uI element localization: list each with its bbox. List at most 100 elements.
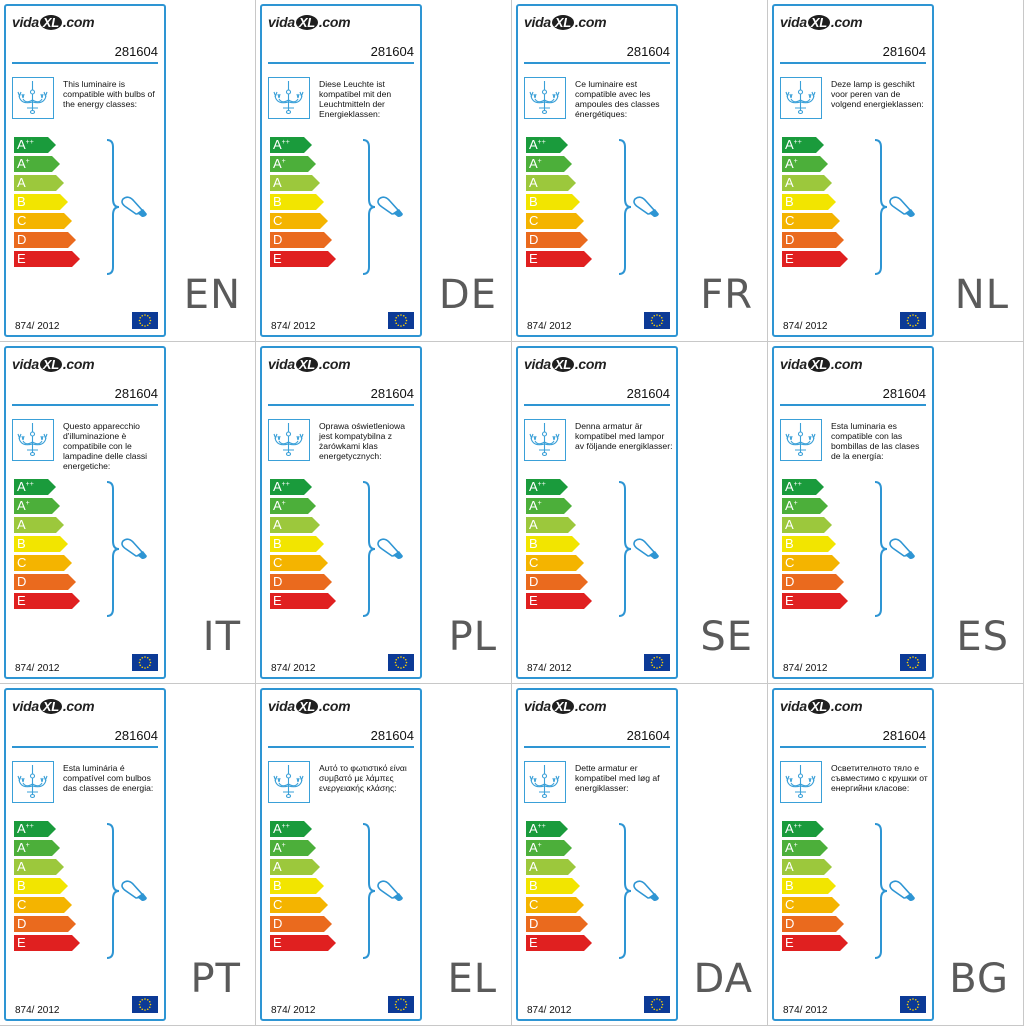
header-divider bbox=[12, 62, 158, 64]
vidaxl-logo: vida XL .com bbox=[12, 698, 95, 714]
energy-class-letter: B bbox=[273, 878, 282, 893]
energy-class-letter: D bbox=[17, 574, 27, 589]
energy-class-letter: A+ bbox=[273, 156, 286, 171]
chandelier-icon bbox=[268, 761, 310, 803]
energy-class-letter: D bbox=[273, 916, 283, 931]
energy-class-letter: A bbox=[785, 517, 794, 532]
regulation-number: 874/ 2012 bbox=[527, 1005, 572, 1016]
compatibility-text: Diese Leuchte ist kompatibel mit den Leu… bbox=[319, 79, 392, 119]
bulb-icon bbox=[376, 538, 406, 569]
class-range-bracket bbox=[874, 823, 888, 964]
bulb-icon bbox=[120, 538, 150, 569]
energy-class-letter: E bbox=[785, 935, 794, 950]
eu-flag-icon bbox=[644, 654, 670, 671]
language-code: IT bbox=[202, 614, 241, 660]
label-cell-de: vida XL .com 281604 Diese Leuchte ist bbox=[256, 0, 512, 342]
label-cell-nl: vida XL .com 281604 Deze lamp is gesch bbox=[768, 0, 1024, 342]
class-range-bracket bbox=[618, 481, 632, 622]
energy-class-letter: A bbox=[17, 859, 26, 874]
product-code: 281604 bbox=[370, 728, 414, 743]
energy-label-card: vida XL .com 281604 Dette armatur er k bbox=[516, 688, 678, 1021]
regulation-number: 874/ 2012 bbox=[783, 321, 828, 332]
product-code: 281604 bbox=[114, 728, 158, 743]
energy-class-letter: A++ bbox=[17, 137, 34, 152]
energy-class-letter: D bbox=[273, 232, 283, 247]
energy-class-letter: C bbox=[273, 555, 283, 570]
energy-class-letter: C bbox=[785, 213, 795, 228]
class-range-bracket bbox=[874, 481, 888, 622]
compatibility-text: Deze lamp is geschikt voor peren van de … bbox=[831, 79, 924, 109]
compatibility-text: Αυτό το φωτιστικό είναι συμβατό με λάμπε… bbox=[319, 763, 407, 793]
class-range-bracket bbox=[106, 823, 120, 964]
eu-flag-icon bbox=[132, 996, 158, 1013]
eu-flag-icon bbox=[900, 654, 926, 671]
energy-class-letter: A++ bbox=[529, 821, 546, 836]
chandelier-icon bbox=[524, 419, 566, 461]
vidaxl-logo: vida XL .com bbox=[524, 356, 607, 372]
vidaxl-logo: vida XL .com bbox=[780, 356, 863, 372]
energy-class-letter: E bbox=[273, 251, 282, 266]
class-range-bracket bbox=[874, 139, 888, 280]
energy-class-letter: A bbox=[273, 175, 282, 190]
energy-class-letter: A++ bbox=[273, 479, 290, 494]
energy-class-letter: A+ bbox=[273, 498, 286, 513]
chandelier-icon bbox=[524, 77, 566, 119]
energy-class-letter: A++ bbox=[273, 821, 290, 836]
bulb-icon bbox=[120, 196, 150, 227]
product-code: 281604 bbox=[882, 44, 926, 59]
energy-class-letter: D bbox=[17, 232, 27, 247]
eu-flag-icon bbox=[132, 312, 158, 329]
energy-label-card: vida XL .com 281604 Ce luminaire est c bbox=[516, 4, 678, 337]
header-divider bbox=[524, 404, 670, 406]
energy-class-letter: B bbox=[529, 536, 538, 551]
vidaxl-logo: vida XL .com bbox=[780, 14, 863, 30]
energy-class-letter: D bbox=[785, 574, 795, 589]
header-divider bbox=[780, 746, 926, 748]
label-cell-pt: vida XL .com 281604 Esta luminária é c bbox=[0, 684, 256, 1026]
energy-class-letter: A+ bbox=[17, 498, 30, 513]
energy-class-letter: A+ bbox=[529, 156, 542, 171]
energy-class-letter: E bbox=[785, 593, 794, 608]
vidaxl-logo: vida XL .com bbox=[524, 14, 607, 30]
regulation-number: 874/ 2012 bbox=[783, 1005, 828, 1016]
energy-label-card: vida XL .com 281604 Denna armatur är k bbox=[516, 346, 678, 679]
compatibility-text: Dette armatur er kompatibel med løg af e… bbox=[575, 763, 660, 793]
label-cell-se: vida XL .com 281604 Denna armatur är k bbox=[512, 342, 768, 684]
regulation-number: 874/ 2012 bbox=[271, 663, 316, 674]
language-code: SE bbox=[700, 614, 753, 660]
eu-flag-icon bbox=[132, 654, 158, 671]
language-code: PT bbox=[190, 956, 241, 1002]
energy-class-letter: A+ bbox=[17, 840, 30, 855]
label-cell-pl: vida XL .com 281604 Oprawa oświetlenio bbox=[256, 342, 512, 684]
energy-class-letter: E bbox=[785, 251, 794, 266]
regulation-number: 874/ 2012 bbox=[15, 1005, 60, 1016]
product-code: 281604 bbox=[626, 386, 670, 401]
energy-class-letter: A bbox=[273, 517, 282, 532]
energy-class-letter: A bbox=[785, 859, 794, 874]
energy-class-letter: C bbox=[17, 897, 27, 912]
product-code: 281604 bbox=[882, 386, 926, 401]
label-cell-it: vida XL .com 281604 Questo apparecchio bbox=[0, 342, 256, 684]
label-cell-bg: vida XL .com 281604 Осветителното тяло bbox=[768, 684, 1024, 1026]
energy-class-letter: C bbox=[17, 213, 27, 228]
energy-class-letter: A++ bbox=[17, 479, 34, 494]
energy-class-letter: C bbox=[529, 897, 539, 912]
eu-flag-icon bbox=[388, 654, 414, 671]
chandelier-icon bbox=[12, 419, 54, 461]
chandelier-icon bbox=[780, 761, 822, 803]
regulation-number: 874/ 2012 bbox=[15, 663, 60, 674]
energy-label-card: vida XL .com 281604 Осветителното тяло bbox=[772, 688, 934, 1021]
bulb-icon bbox=[376, 196, 406, 227]
energy-class-letter: A+ bbox=[785, 840, 798, 855]
vidaxl-logo: vida XL .com bbox=[12, 356, 95, 372]
energy-class-letter: A++ bbox=[785, 821, 802, 836]
energy-class-letter: A+ bbox=[529, 498, 542, 513]
chandelier-icon bbox=[268, 77, 310, 119]
label-cell-fr: vida XL .com 281604 Ce luminaire est c bbox=[512, 0, 768, 342]
language-code: DA bbox=[693, 956, 753, 1002]
header-divider bbox=[12, 746, 158, 748]
class-range-bracket bbox=[362, 823, 376, 964]
energy-class-letter: B bbox=[529, 878, 538, 893]
header-divider bbox=[268, 404, 414, 406]
energy-class-letter: D bbox=[529, 574, 539, 589]
